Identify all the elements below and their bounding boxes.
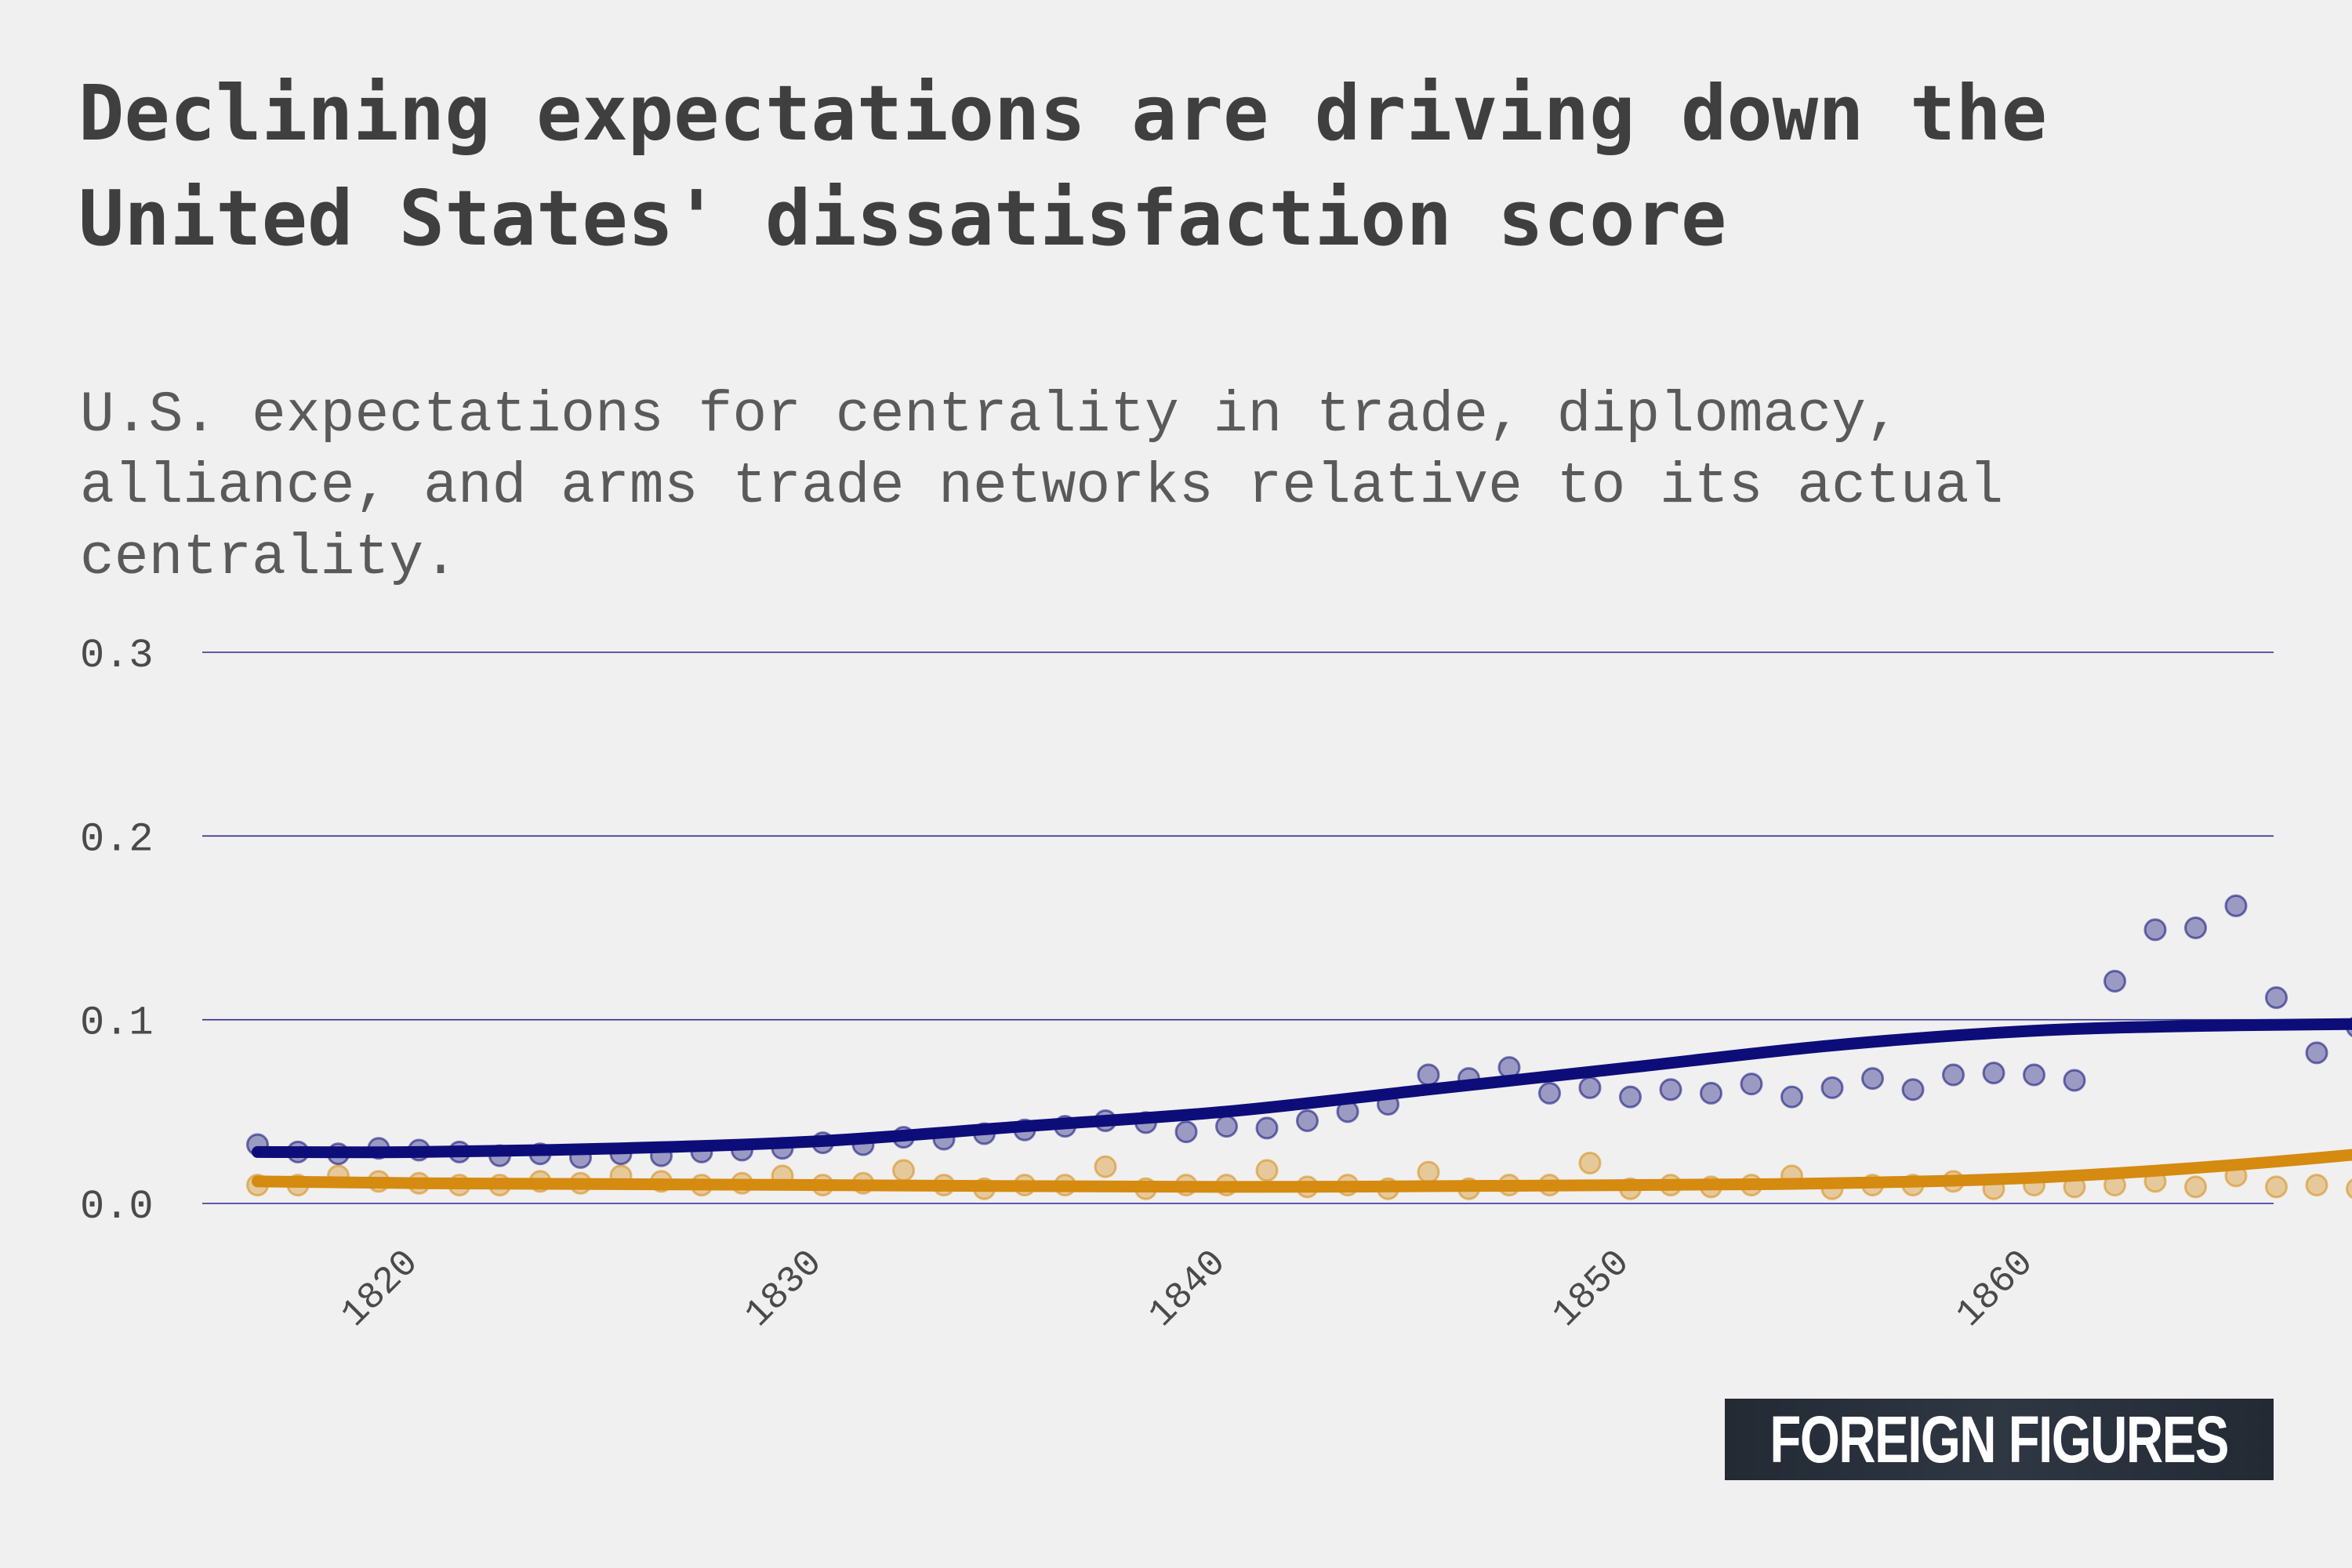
y-tick-label: 0.2 <box>80 816 154 862</box>
expectations-point <box>1780 1085 1803 1109</box>
expectations-trend-line <box>252 1018 2352 1159</box>
expectations-points <box>246 894 2352 1169</box>
benefits-point <box>892 1159 915 1182</box>
x-tick-label: 1830 <box>737 1242 831 1336</box>
expectations-point <box>2265 986 2288 1010</box>
benefits-point <box>1578 1151 1602 1174</box>
expectations-point <box>1820 1076 1844 1099</box>
expectations-point <box>1417 1063 1440 1087</box>
x-tick-label: 1820 <box>333 1242 427 1336</box>
trend-lines <box>252 1018 2352 1193</box>
benefits-point <box>2305 1174 2328 1197</box>
x-tick-label: 1840 <box>1141 1242 1235 1336</box>
expectations-point <box>1700 1081 1722 1105</box>
expectations-point <box>1901 1078 1925 1102</box>
benefits-point <box>2184 1175 2207 1199</box>
benefits-point <box>2346 1178 2352 1200</box>
expectations-point <box>1619 1085 1642 1109</box>
benefits-point <box>1255 1159 1279 1182</box>
chart-subtitle: U.S. expectations for centrality in trad… <box>80 383 2004 590</box>
expectations-point <box>1861 1067 1884 1091</box>
expectations-point <box>1942 1063 1965 1087</box>
x-tick-label: 1850 <box>1544 1242 1639 1336</box>
foreign-figures-logo: FOREIGN FIGURES <box>1725 1399 2274 1480</box>
expectations-point <box>1296 1109 1319 1133</box>
gridlines <box>202 652 2274 1204</box>
y-tick-label: 0.3 <box>80 633 154 679</box>
expectations-point <box>2103 969 2126 993</box>
benefits-point <box>1417 1160 1440 1184</box>
expectations-point <box>1982 1062 2005 1085</box>
expectations-point <box>1255 1116 1279 1140</box>
x-axis-ticks: 1820183018401850186018701880189019001910… <box>333 1242 2042 1336</box>
y-tick-label: 0.0 <box>80 1184 154 1230</box>
expectations-point <box>2143 918 2167 942</box>
benefits-trend-line <box>252 1149 2352 1193</box>
expectations-point <box>1659 1078 1682 1102</box>
brand-text: FOREIGN FIGURES <box>1769 1402 2230 1476</box>
y-axis-ticks: 0.0 0.1 0.2 0.3 <box>80 633 154 1230</box>
y-tick-label: 0.1 <box>80 1000 154 1047</box>
expectations-point <box>2184 916 2207 939</box>
expectations-point <box>2305 1041 2328 1065</box>
expectations-point <box>1174 1120 1198 1144</box>
x-tick-label: 1860 <box>1948 1242 2042 1336</box>
benefits-point <box>1094 1155 1117 1178</box>
expectations-point <box>1538 1081 1561 1105</box>
chart-title: Declining expectations are driving down … <box>78 69 2048 263</box>
benefits-point <box>2265 1175 2288 1199</box>
expectations-point <box>1215 1115 1238 1138</box>
expectations-point <box>2023 1063 2045 1087</box>
expectations-point <box>1740 1073 1763 1096</box>
expectations-point <box>2063 1069 2086 1092</box>
expectations-point <box>2224 894 2248 917</box>
expectations-point <box>1578 1076 1602 1099</box>
